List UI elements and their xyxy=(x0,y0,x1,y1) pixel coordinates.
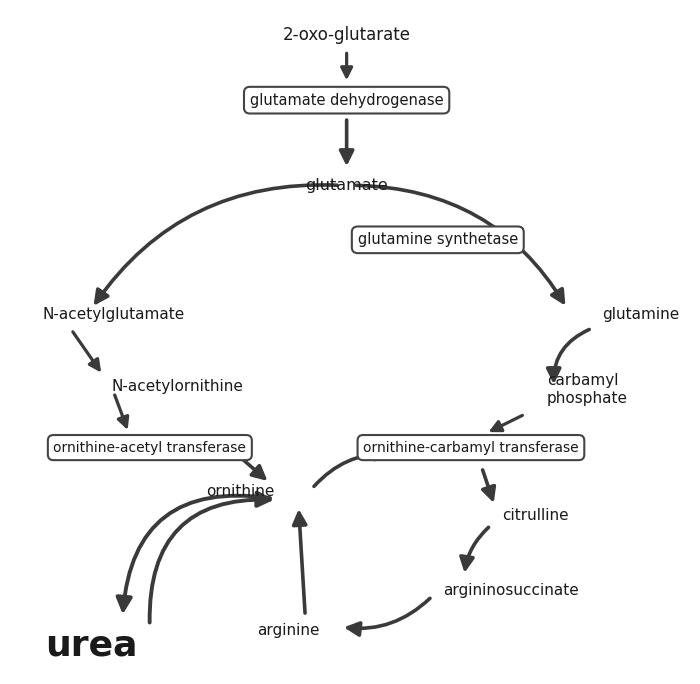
Text: ornithine-acetyl transferase: ornithine-acetyl transferase xyxy=(53,440,246,455)
Text: argininosuccinate: argininosuccinate xyxy=(443,583,579,598)
Text: carbamyl
phosphate: carbamyl phosphate xyxy=(547,373,628,406)
Text: glutamine synthetase: glutamine synthetase xyxy=(358,233,518,248)
Text: ornithine: ornithine xyxy=(206,484,274,499)
Text: arginine: arginine xyxy=(257,623,319,638)
Text: ornithine-carbamyl transferase: ornithine-carbamyl transferase xyxy=(363,440,579,455)
Text: glutamate dehydrogenase: glutamate dehydrogenase xyxy=(250,92,444,107)
Text: N-acetylglutamate: N-acetylglutamate xyxy=(43,307,185,322)
Text: N-acetylornithine: N-acetylornithine xyxy=(112,379,244,394)
Text: glutamate: glutamate xyxy=(305,178,388,193)
Text: glutamine: glutamine xyxy=(602,307,680,322)
Text: citrulline: citrulline xyxy=(502,508,568,523)
Text: urea: urea xyxy=(45,628,137,662)
Text: 2-oxo-glutarate: 2-oxo-glutarate xyxy=(283,27,411,44)
